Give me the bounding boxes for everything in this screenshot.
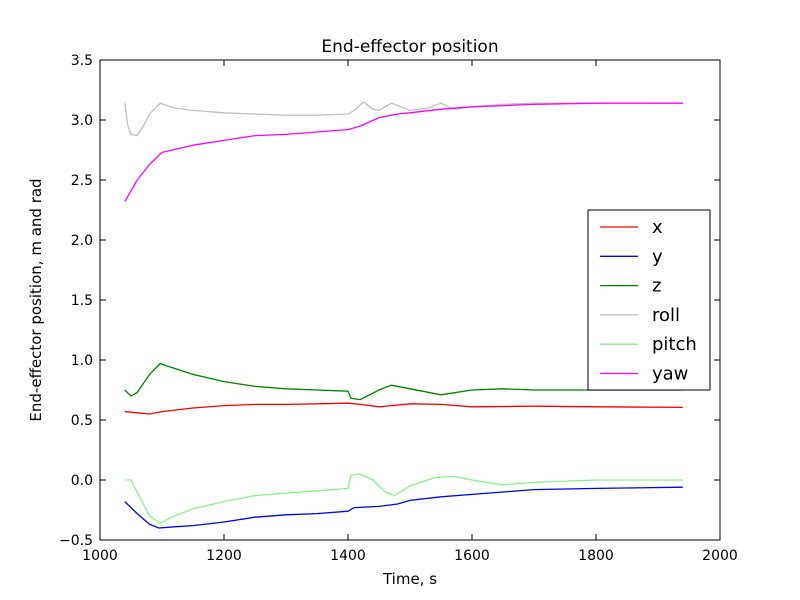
x-tick-label: 1600: [454, 548, 490, 564]
legend-box: [587, 209, 711, 391]
chart-title: End-effector position: [321, 37, 498, 57]
series-line-roll: [124, 101, 683, 137]
legend-label-x: x: [652, 217, 663, 238]
legend-label-z: z: [652, 276, 661, 297]
y-tick-label: 0.5: [71, 413, 93, 429]
legend-label-y: y: [652, 246, 663, 267]
legend-label-roll: roll: [652, 305, 680, 326]
y-axis-ticks: −0.5 0.0 0.5 1.0 1.5 2.0 2.5 3.0 3.5: [59, 53, 720, 549]
y-tick-label: 2.0: [71, 233, 93, 249]
series-layer: [124, 101, 683, 529]
y-tick-label: −0.5: [59, 533, 93, 549]
legend-label-yaw: yaw: [652, 364, 688, 385]
legend: xyz roll pitch yaw: [587, 209, 711, 391]
y-tick-label: 1.5: [71, 293, 93, 309]
series-line-y: [124, 486, 683, 529]
x-tick-label: 1800: [578, 548, 614, 564]
y-tick-label: 3.0: [71, 113, 93, 129]
series-line-yaw: [124, 102, 683, 202]
y-axis-label: End-effector position, m and rad: [27, 178, 45, 421]
y-tick-label: 0.0: [71, 473, 93, 489]
x-axis-label: Time, s: [382, 570, 437, 588]
y-tick-label: 1.0: [71, 353, 93, 369]
y-tick-label: 3.5: [71, 53, 93, 69]
series-line-pitch: [124, 473, 683, 524]
y-tick-label: 2.5: [71, 173, 93, 189]
series-line-z: [124, 362, 683, 401]
legend-label-pitch: pitch: [652, 334, 697, 355]
x-tick-label: 1400: [330, 548, 366, 564]
x-tick-label: 1000: [82, 548, 118, 564]
x-axis-ticks: 1000 1200 1400 1600 1800 2000: [82, 60, 738, 564]
x-tick-label: 1200: [206, 548, 242, 564]
x-tick-label: 2000: [702, 548, 738, 564]
series-line-x: [124, 402, 683, 415]
